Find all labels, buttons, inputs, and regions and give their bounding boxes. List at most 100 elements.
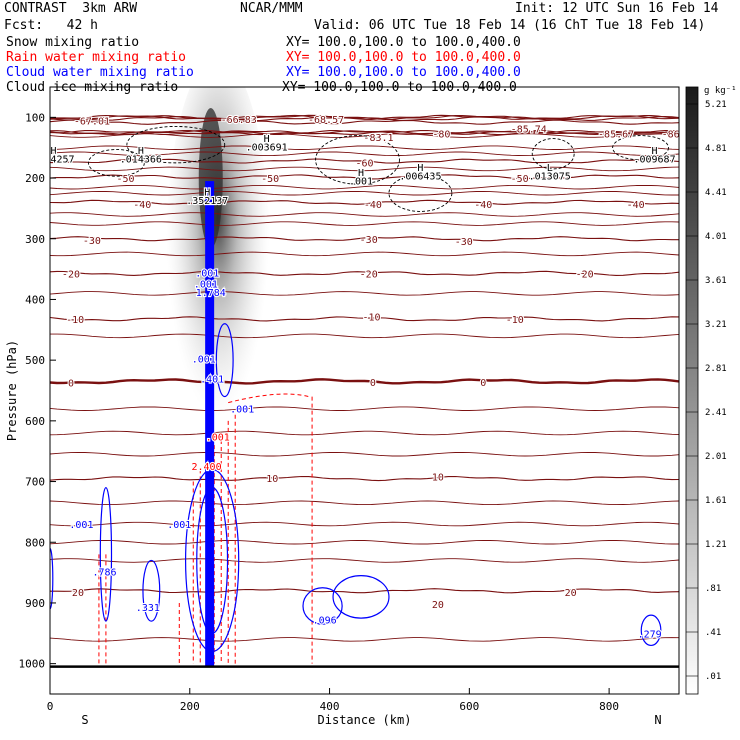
extremum-value: .003691 [246, 142, 288, 153]
cloud-water-contour [302, 587, 343, 625]
isotherm-label: -67.01 [74, 116, 110, 127]
colorbar-label: 1.61 [705, 496, 727, 506]
cloud-water-contour [142, 559, 161, 622]
legend-rain-xy: XY= 100.0,100.0 to 100.0,400.0 [286, 50, 521, 65]
extremum-marker: H [50, 146, 56, 157]
colorbar-label: 3.21 [705, 320, 727, 330]
isotherm-label: -30 [455, 237, 473, 248]
isotherm-minor [50, 166, 679, 172]
cloud-ice-contour [531, 138, 575, 170]
rain-contour [228, 393, 309, 404]
isotherm-label: 0 [68, 379, 74, 390]
y-tick-label: 1000 [19, 658, 46, 671]
colorbar-label: 2.01 [705, 452, 727, 462]
cloud-water-contour [196, 487, 229, 634]
cloud-water-label: .786 [92, 567, 116, 578]
x-tick-label: 0 [47, 700, 54, 713]
isotherm-20 [50, 588, 679, 594]
y-axis-label: Pressure (hPa) [5, 340, 19, 441]
isotherm-minor [50, 190, 679, 196]
x-end-label-south: S [81, 713, 88, 727]
cloud-water-contour [184, 468, 240, 653]
cloud-water-label: .401 [200, 374, 224, 385]
colorbar-label: .81 [705, 584, 721, 594]
isotherm--10 [50, 316, 679, 322]
colorbar-label: 2.41 [705, 408, 727, 418]
isotherm-minor [50, 145, 679, 150]
cloud-ice-contour [612, 135, 669, 161]
cloud-water-label: .331 [136, 603, 160, 614]
isotherm-label: -30 [83, 236, 101, 247]
cloud-water-contour [215, 323, 234, 398]
isotherm-minor [50, 540, 679, 545]
isotherm-minor [50, 184, 679, 190]
model-title: CONTRAST 3km ARW [4, 1, 138, 16]
y-tick-label: 800 [25, 536, 45, 549]
isotherm-label: -20 [576, 269, 594, 280]
cloud-ice-contour [315, 135, 400, 185]
cloud-ice-contour [126, 126, 226, 164]
rain-label: 2.400 [191, 462, 221, 473]
isotherm-label: -20 [360, 269, 378, 280]
isotherm-10 [50, 475, 679, 482]
isotherm--30 [50, 236, 679, 242]
isotherm-minor [50, 451, 679, 457]
cloud-water-label: 1.784 [196, 288, 226, 299]
isotherm-label: -68.57 [308, 115, 344, 126]
isotherm-minor [50, 291, 679, 296]
colorbar-label: 5.21 [705, 100, 727, 110]
isotherm-minor [50, 251, 679, 257]
cloud-water-label: .279 [638, 629, 662, 640]
isotherm-minor [50, 333, 679, 339]
isotherm-label: -85.67 [598, 130, 634, 141]
extremum-marker: H [417, 163, 423, 174]
isotherm-label: -50 [116, 174, 134, 185]
isotherm-label: -20 [62, 269, 80, 280]
isotherm-label: 20 [565, 588, 577, 599]
y-tick-label: 400 [25, 293, 45, 306]
colorbar-label: 4.81 [705, 144, 727, 154]
isotherm-label: 20 [72, 588, 84, 599]
isotherm-label: 10 [266, 474, 278, 485]
x-end-label-north: N [654, 713, 661, 727]
colorbar-label: 4.41 [705, 188, 727, 198]
init-time: Init: 12 UTC Sun 16 Feb 14 [515, 1, 719, 16]
isotherm-label: 20 [432, 600, 444, 611]
y-tick-label: 700 [25, 476, 45, 489]
cloud-water-label: .001 [192, 354, 216, 365]
cloud-water-label: .096 [313, 615, 337, 626]
cloud-water-label: .001 [194, 280, 218, 291]
colorbar-label: 4.01 [705, 232, 727, 242]
colorbar-label: 1.21 [705, 540, 727, 550]
isotherm-label: -86 [662, 130, 680, 141]
isotherm-label: -10 [362, 312, 380, 323]
isotherm-label: -66.83 [221, 115, 257, 126]
isotherm--68.57 [50, 114, 679, 120]
isotherm-minor [50, 212, 679, 217]
x-tick-label: 800 [599, 700, 619, 713]
isotherm-minor [50, 406, 679, 411]
isotherm-label: -10 [66, 315, 84, 326]
isotherm-label: -83.1 [363, 133, 393, 144]
x-tick-label: 200 [180, 700, 200, 713]
x-axis-label: Distance (km) [318, 713, 412, 727]
plot-frame [49, 86, 680, 695]
extremum-marker: H [264, 134, 270, 145]
legend-snow-label: Snow mixing ratio [6, 35, 140, 50]
cloud-water-label: .001 [69, 520, 93, 531]
extremum-marker: L [547, 163, 553, 174]
extremum-marker: H [358, 168, 364, 179]
y-tick-label: 200 [25, 172, 45, 185]
isotherm--85.74 [50, 119, 679, 125]
y-tick-label: 600 [25, 415, 45, 428]
x-tick-label: 400 [320, 700, 340, 713]
legend-cloud-water-label: Cloud water mixing ratio [6, 65, 194, 80]
cloud-water-contour [332, 575, 390, 619]
isotherm-label: -80 [432, 130, 450, 141]
extremum-value: .352137 [186, 196, 228, 207]
extremum-marker: H [652, 146, 658, 157]
cloud-water-label: .001 [230, 405, 254, 416]
extremum-value: .014366 [120, 155, 162, 166]
extremum-value: .004257 [32, 155, 74, 166]
isotherm-label: 10 [432, 473, 444, 484]
